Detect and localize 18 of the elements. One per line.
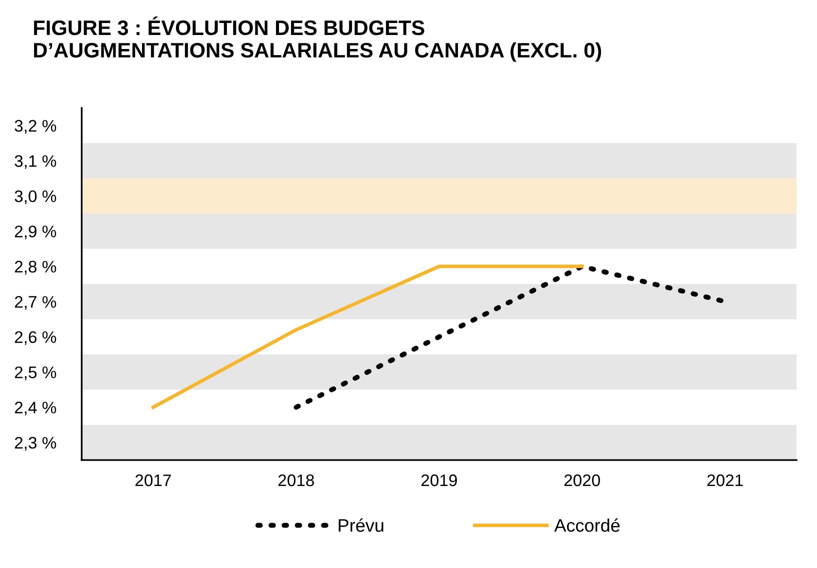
x-tick-label: 2018 <box>278 474 314 486</box>
y-tick-label: 2,3 % <box>14 436 56 451</box>
y-tick-label: 2,7 % <box>14 296 56 310</box>
chart-title: FIGURE 3 : ÉVOLUTION DES BUDGETS D’AUGMENTATIONS SALARIALES AU CANADA (EXCL. 0) <box>34 16 602 62</box>
y-tick-label: 3,2 % <box>14 120 56 134</box>
y-tick-label: 3,1 % <box>14 155 56 169</box>
y-tick-label: 2,9 % <box>14 226 56 240</box>
legend-label: Prévu <box>338 518 384 532</box>
y-tick-label: 2,4 % <box>14 402 56 416</box>
y-tick-label: 2,8 % <box>14 260 56 275</box>
y-tick-label: 2,6 % <box>14 331 56 345</box>
x-tick-label: 2020 <box>564 474 600 486</box>
y-tick-label: 3,0 % <box>14 190 56 204</box>
x-tick-label: 2017 <box>135 474 171 486</box>
x-tick-label: 2019 <box>421 474 457 486</box>
y-tick-label: 2,5 % <box>14 366 56 380</box>
legend-label: Accordé <box>554 518 620 532</box>
x-tick-label: 2021 <box>707 474 743 486</box>
